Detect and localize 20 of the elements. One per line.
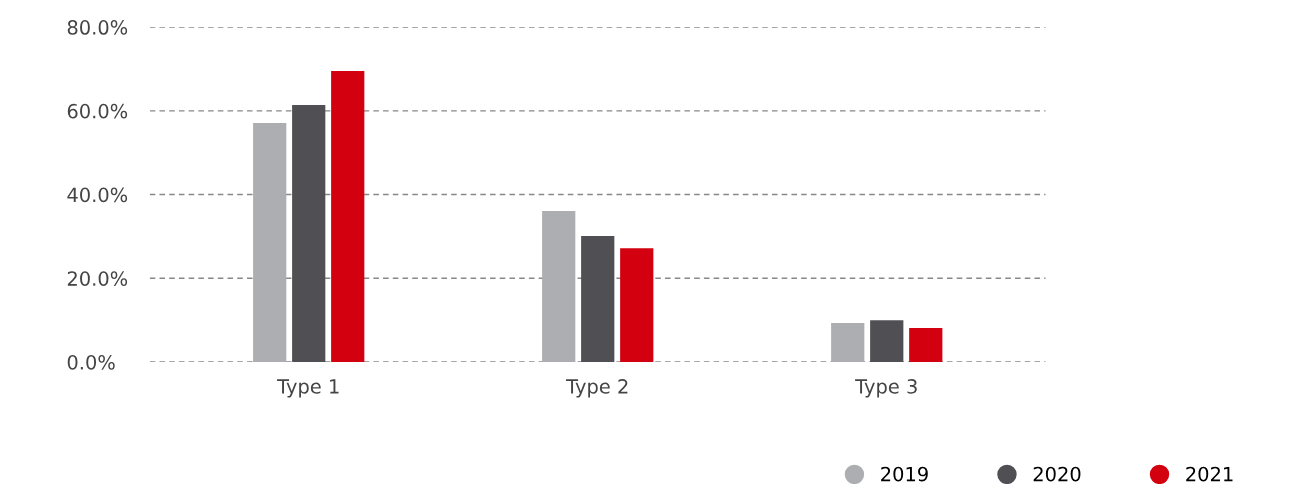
y-tick-label: 80.0% — [67, 20, 128, 35]
bar — [909, 328, 943, 363]
bar — [292, 104, 326, 363]
x-tick-label: Type 1 — [277, 379, 339, 398]
bar — [331, 71, 365, 363]
x-tick-label: Type 2 — [566, 379, 628, 398]
legend-label: 2021 — [1186, 466, 1233, 482]
bar — [620, 248, 654, 363]
bar — [253, 122, 287, 363]
bar — [870, 320, 904, 363]
x-tick-label: Type 3 — [855, 379, 917, 398]
y-tick-label: 60.0% — [67, 103, 128, 119]
y-tick-label: 20.0% — [67, 271, 128, 286]
legend-label: 2019 — [881, 466, 928, 482]
y-tick-label: 0.0% — [67, 354, 115, 370]
bar — [581, 236, 615, 363]
bar — [831, 323, 865, 363]
y-tick-label: 40.0% — [67, 187, 128, 203]
legend-label: 2020 — [1033, 466, 1081, 482]
bar — [542, 210, 576, 363]
